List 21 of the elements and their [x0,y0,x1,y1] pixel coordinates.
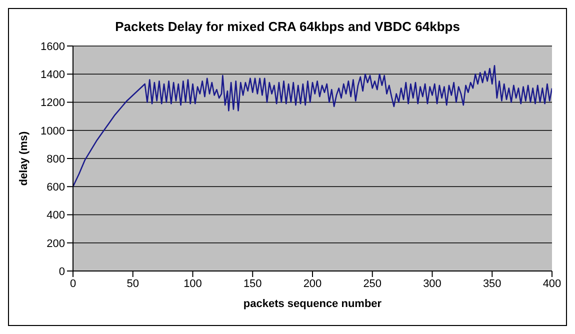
x-tick-label: 350 [482,278,502,290]
x-tick-label: 100 [184,278,202,290]
x-tick-label: 150 [243,278,262,290]
y-tick-label: 1200 [40,97,65,110]
x-tick-label: 300 [423,278,442,290]
y-tick-label: 200 [46,238,65,250]
x-tick-label: 400 [542,278,562,290]
x-axis-title: packets sequence number [243,298,382,310]
x-tick-label: 50 [126,278,139,290]
y-axis-title: delay (ms) [18,130,30,186]
x-tick-label: 0 [70,278,76,290]
y-tick-label: 1600 [40,40,65,53]
y-tick-label: 600 [46,182,65,194]
x-tick-label: 250 [363,278,382,290]
y-tick-label: 1400 [40,69,65,82]
x-tick-label: 200 [303,278,322,290]
y-tick-label: 1000 [40,125,65,138]
chart-title: Packets Delay for mixed CRA 64kbps and VBDC 64kbps [114,19,461,34]
y-tick-label: 800 [46,153,65,166]
y-tick-label: 0 [58,266,65,278]
y-tick-label: 400 [46,210,65,222]
